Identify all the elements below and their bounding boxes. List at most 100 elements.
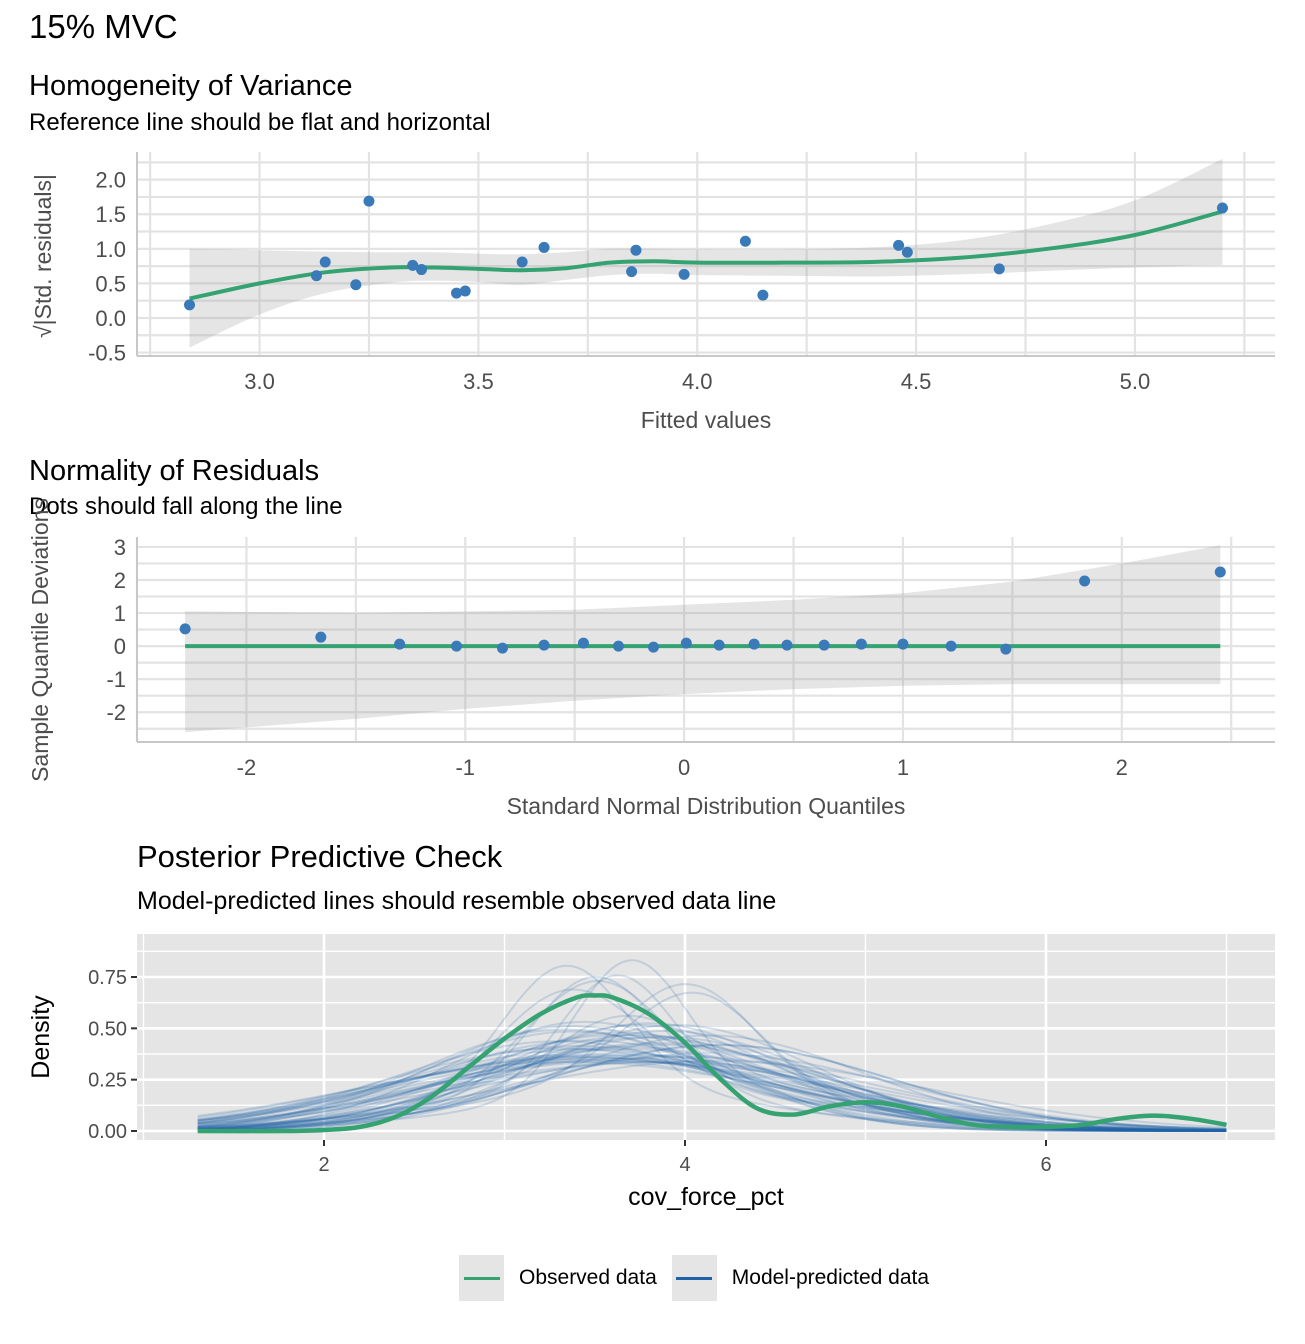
data-point	[818, 639, 830, 651]
data-point	[319, 256, 331, 268]
y-tick-label: 2.0	[95, 168, 126, 193]
data-point	[538, 241, 550, 253]
predicted-density-line	[197, 1039, 1227, 1132]
data-point	[647, 641, 659, 653]
predicted-density-line	[197, 1057, 1227, 1131]
data-point	[901, 246, 913, 258]
data-point	[1216, 202, 1228, 214]
observed-line-icon	[463, 1276, 500, 1280]
predicted-density-line	[197, 1054, 1227, 1132]
predicted-density-line	[197, 1034, 1227, 1132]
x-tick-label: 4	[679, 1154, 690, 1176]
legend-label-observed: Observed data	[519, 1266, 657, 1289]
legend: Observed data Model-predicted data	[459, 1254, 944, 1302]
data-point	[416, 264, 427, 276]
data-point	[394, 638, 406, 650]
y-tick-label: 0.75	[88, 967, 127, 989]
y-tick-label: 0	[114, 634, 126, 659]
y-tick-label: 0.25	[88, 1070, 127, 1092]
ppc-subtitle: Model-predicted lines should resemble ob…	[137, 887, 777, 915]
data-point	[363, 195, 375, 207]
nr-title: Normality of Residuals	[29, 455, 320, 487]
x-tick-label: -1	[455, 755, 475, 780]
data-point	[496, 642, 508, 654]
predicted-density-line	[197, 1014, 1227, 1130]
loess-fit-line	[189, 209, 1224, 301]
data-point	[612, 640, 624, 652]
predicted-density-line	[197, 1060, 1227, 1130]
y-tick-label: 0.50	[88, 1018, 127, 1040]
x-tick-label: -2	[237, 755, 257, 780]
ppc-title: Posterior Predictive Check	[137, 839, 503, 874]
data-point	[184, 299, 196, 311]
x-tick-label: 3.5	[463, 369, 494, 394]
data-point	[781, 639, 793, 651]
homogeneity-plot: 3.0 3.5 4.0 4.5 5.0 2.0 1.5 1.0 0.5 0.0 -0.5 Fitted…	[30, 152, 1275, 433]
predicted-density-line	[197, 1020, 1227, 1132]
predicted-density-line	[197, 1034, 1227, 1132]
data-point	[577, 637, 589, 649]
legend-label-predicted: Model-predicted data	[731, 1266, 930, 1289]
x-axis-label: Standard Normal Distribution Quantiles	[507, 793, 906, 819]
y-tick-label: 2	[114, 568, 126, 593]
y-tick-label: -2	[106, 700, 126, 725]
y-axis-label: √|Std. residuals|	[30, 174, 56, 338]
y-tick-label: -1	[106, 667, 126, 692]
ppc-plot: 2 4 6 0.75 0.50 0.25 0.00 cov_force_pct Density	[27, 934, 1275, 1211]
x-tick-label: 2	[318, 1154, 329, 1176]
predicted-density-line	[197, 1052, 1227, 1131]
y-tick-label: 0.5	[95, 271, 126, 296]
data-point	[897, 638, 909, 650]
predicted-density-line	[197, 1060, 1227, 1131]
data-point	[1079, 575, 1091, 587]
x-tick-label: 4.5	[901, 369, 932, 394]
predicted-density-line	[197, 1024, 1227, 1132]
y-tick-label: 1.0	[95, 237, 126, 262]
hv-subtitle: Reference line should be flat and horizo…	[29, 109, 491, 136]
data-point	[893, 239, 905, 251]
x-axis-label: cov_force_pct	[628, 1183, 784, 1211]
predicted-density-line	[197, 1055, 1227, 1131]
confidence-band	[185, 545, 1221, 733]
data-point	[516, 256, 528, 268]
data-point	[315, 631, 327, 643]
predicted-density-line	[197, 1043, 1227, 1132]
data-point	[179, 623, 191, 635]
predicted-density-line	[197, 1031, 1227, 1132]
x-tick-label: 6	[1040, 1154, 1051, 1176]
x-tick-label: 3.0	[244, 369, 275, 394]
predicted-density-line	[197, 1030, 1227, 1132]
predicted-density-line	[197, 1059, 1227, 1129]
y-tick-label: 0.00	[88, 1121, 127, 1143]
data-point	[993, 263, 1005, 275]
data-point	[538, 639, 550, 651]
data-point	[678, 268, 690, 280]
data-point	[713, 639, 725, 651]
predicted-density-line	[197, 1061, 1227, 1131]
data-point	[459, 285, 471, 297]
data-point	[407, 259, 419, 271]
y-axis-label: Density	[27, 995, 55, 1079]
data-point	[748, 638, 760, 650]
hv-title: Homogeneity of Variance	[29, 70, 353, 102]
data-point	[451, 640, 463, 652]
predicted-density-line	[197, 1044, 1227, 1132]
data-point	[757, 289, 769, 301]
y-axis-label: Sample Quantile Deviations	[27, 498, 53, 782]
data-point	[451, 287, 463, 299]
predicted-density-line	[197, 1025, 1227, 1132]
x-tick-label: 5.0	[1120, 369, 1151, 394]
page-title: 15% MVC	[29, 8, 178, 45]
x-axis-label: Fitted values	[641, 407, 771, 433]
y-tick-label: 1.5	[95, 202, 126, 227]
y-tick-label: 0.0	[95, 306, 126, 331]
confidence-ribbon	[189, 158, 1223, 348]
x-tick-label: 2	[1116, 755, 1128, 780]
data-point	[310, 270, 322, 282]
data-point	[680, 637, 692, 649]
legend-key-predicted	[671, 1255, 717, 1301]
data-point	[350, 279, 362, 291]
predicted-density-line	[197, 988, 1227, 1132]
predicted-density-line	[197, 1022, 1227, 1132]
data-point	[1214, 566, 1226, 578]
